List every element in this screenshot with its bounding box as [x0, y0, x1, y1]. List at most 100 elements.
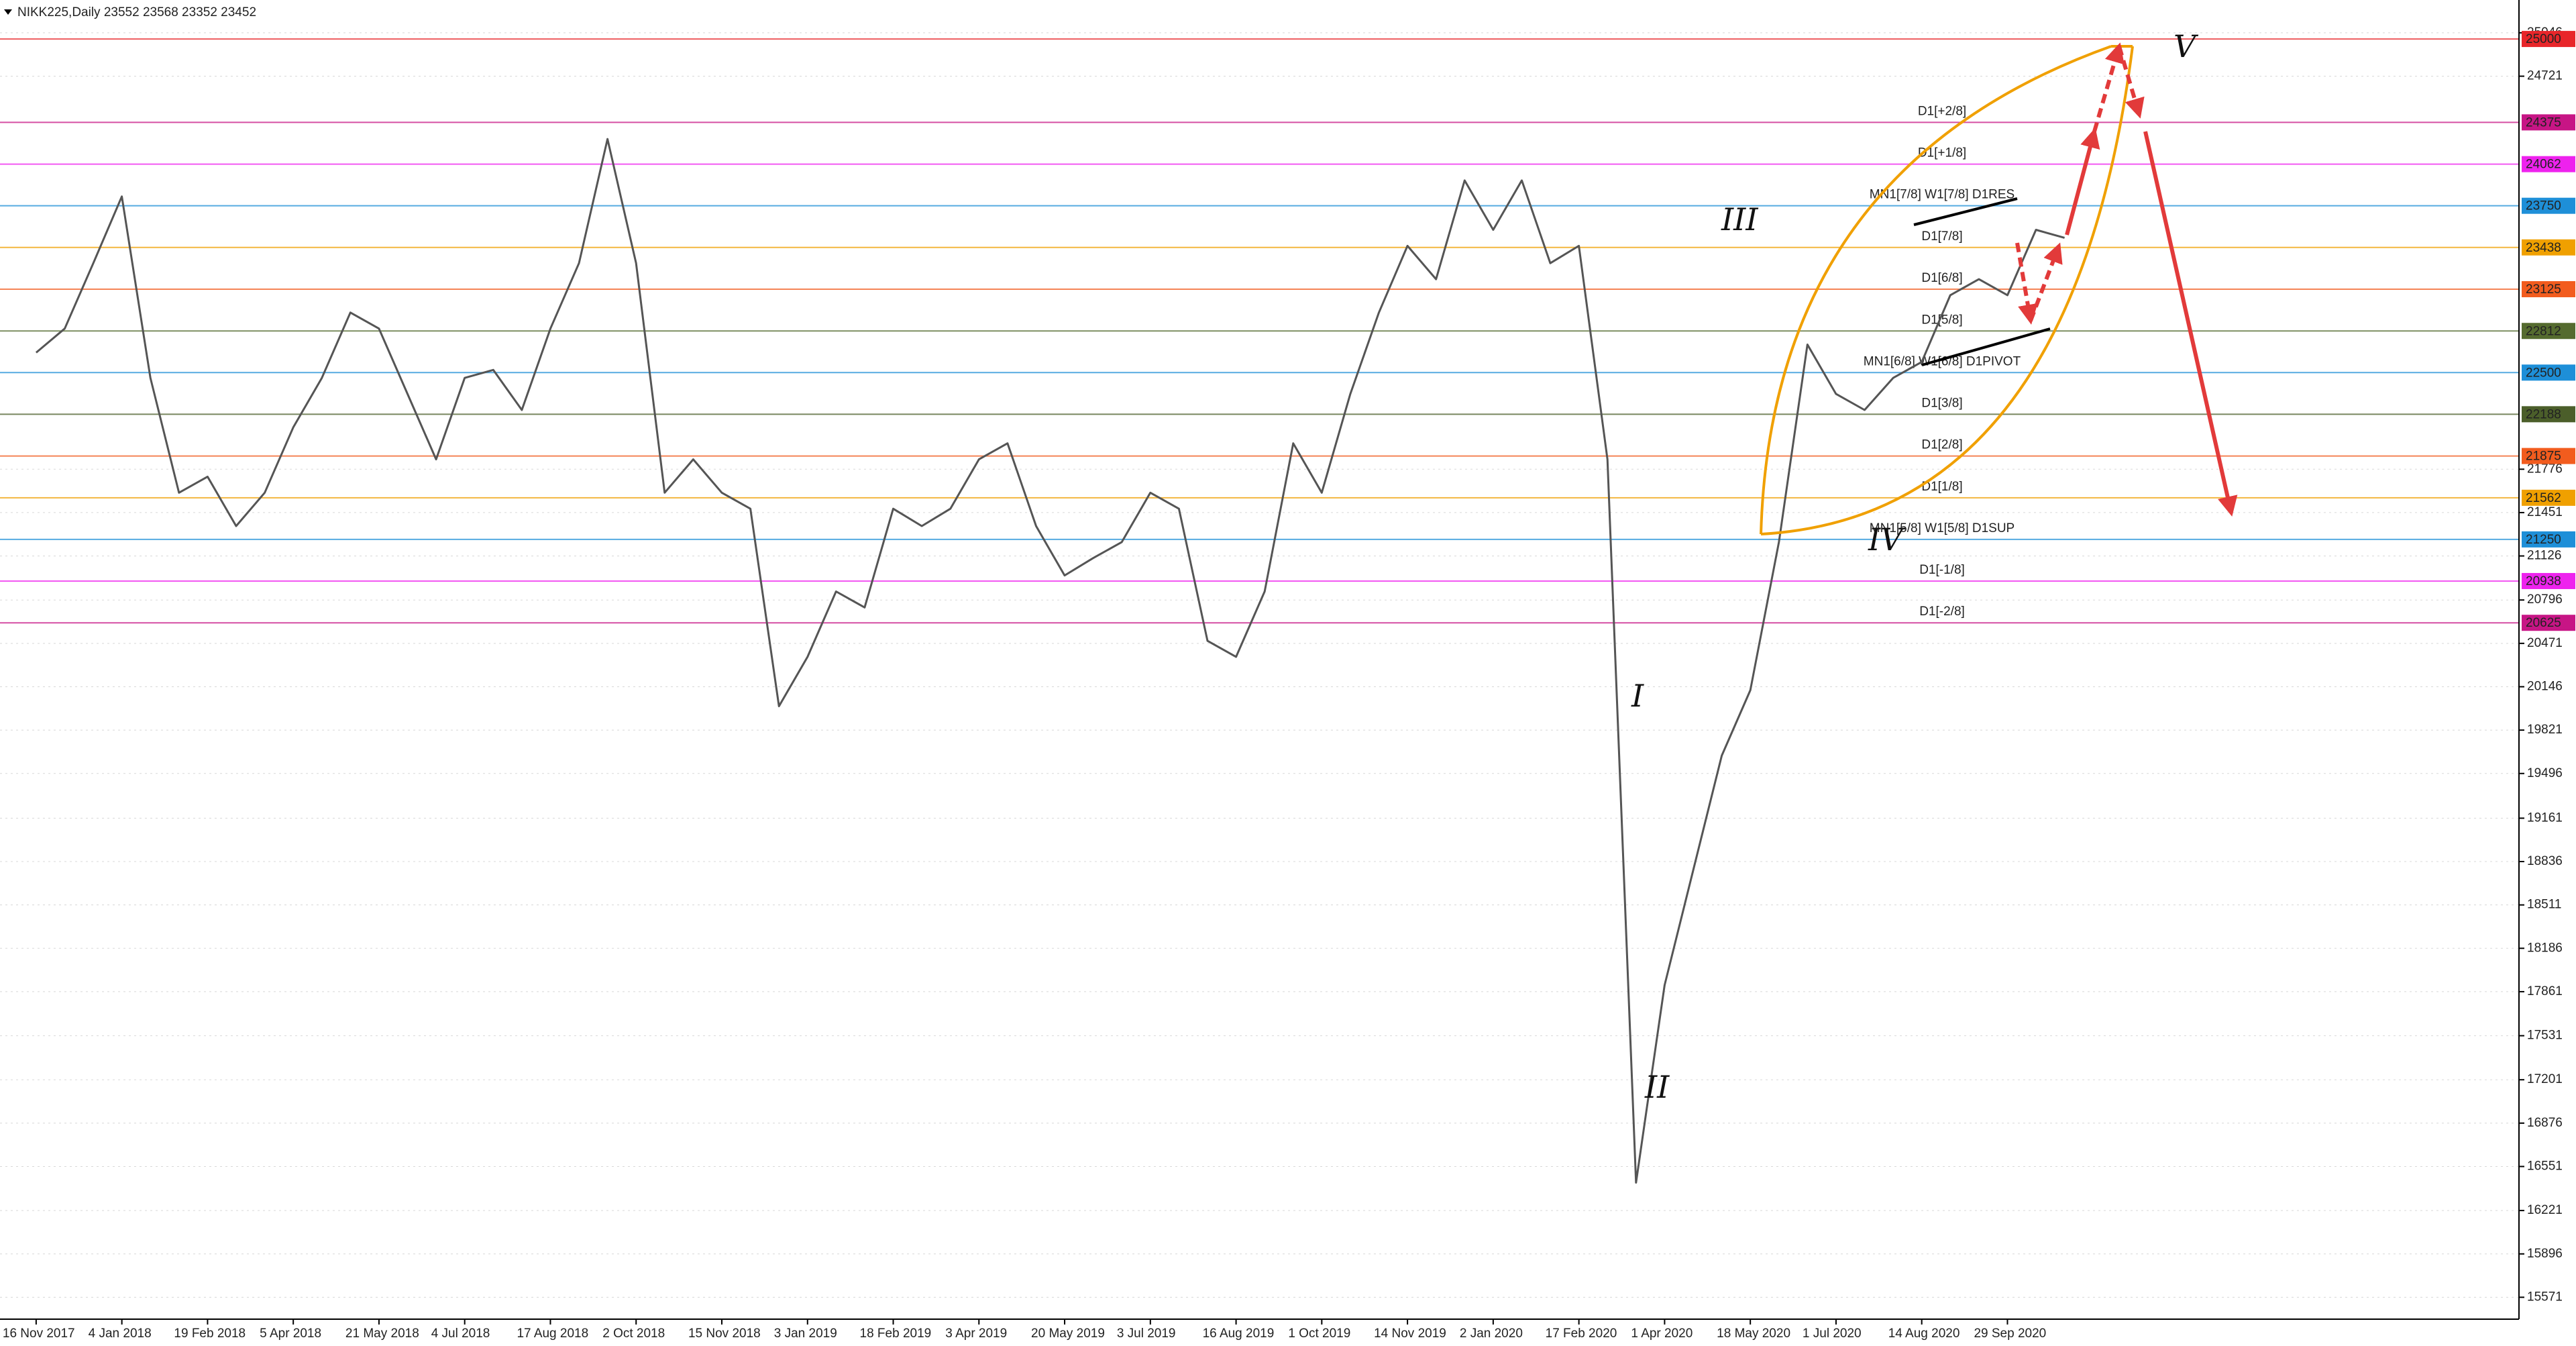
x-tick-label: 15 Nov 2018 — [688, 1327, 761, 1341]
y-tick-label: 18836 — [2527, 854, 2563, 868]
arrow — [2117, 46, 2145, 119]
wave-label: III — [1721, 201, 1758, 238]
x-tick-label: 4 Jul 2018 — [431, 1327, 490, 1341]
price-box-label: 20625 — [2526, 616, 2561, 630]
y-tick-label: 21776 — [2527, 462, 2563, 476]
level-label: D1[+2/8] — [1918, 104, 1966, 118]
drawings — [1760, 42, 2238, 535]
level-label: D1[2/8] — [1921, 438, 1962, 452]
arrow — [2065, 127, 2100, 236]
y-tick-label: 16221 — [2527, 1203, 2563, 1217]
level-label: D1[+1/8] — [1918, 146, 1966, 160]
y-tick-label: 18511 — [2527, 898, 2561, 912]
wave-label: IV — [1868, 521, 1906, 558]
price-box-label: 23750 — [2526, 199, 2561, 213]
price-box — [2522, 31, 2575, 48]
y-tick-label: 20796 — [2527, 592, 2563, 607]
level-label: D1[1/8] — [1921, 480, 1962, 494]
y-tick-label: 16876 — [2527, 1116, 2563, 1130]
x-tick-label: 16 Nov 2017 — [3, 1327, 75, 1341]
price-box-label: 24062 — [2526, 158, 2561, 172]
arrow — [2029, 242, 2063, 322]
y-tick-label: 19496 — [2527, 766, 2563, 780]
y-tick-label: 20146 — [2527, 679, 2563, 693]
x-tick-label: 18 May 2020 — [1717, 1327, 1790, 1341]
x-tick-label: 29 Sep 2020 — [1974, 1327, 2046, 1341]
price-box-label: 25000 — [2526, 32, 2561, 46]
y-tick-label: 16551 — [2527, 1159, 2563, 1173]
price-box-label: 21562 — [2526, 491, 2561, 505]
price-box — [2522, 531, 2575, 548]
level-label: D1[-1/8] — [1919, 563, 1965, 577]
arc — [1760, 45, 2112, 535]
x-tick-label: 5 Apr 2018 — [260, 1327, 321, 1341]
x-tick-label: 3 Jan 2019 — [774, 1327, 837, 1341]
price-box — [2522, 489, 2575, 506]
level-label: MN1[5/8] W1[5/8] D1SUP — [1870, 521, 2015, 535]
price-box-label: 21875 — [2526, 450, 2561, 464]
x-tick-label: 2 Jan 2020 — [1460, 1327, 1523, 1341]
channel-line — [1913, 197, 2018, 226]
price-box — [2522, 156, 2575, 172]
level-label: D1[7/8] — [1921, 229, 1962, 244]
x-tick-label: 18 Feb 2019 — [860, 1327, 932, 1341]
price-box — [2522, 323, 2575, 340]
price-box-label: 22812 — [2526, 324, 2561, 338]
level-label: D1[5/8] — [1921, 313, 1962, 327]
x-tick-label: 2 Oct 2018 — [602, 1327, 665, 1341]
x-tick-label: 14 Aug 2020 — [1888, 1327, 1960, 1341]
price-box — [2522, 280, 2575, 297]
price-box-label: 23125 — [2526, 282, 2561, 297]
y-tick-label: 20471 — [2527, 636, 2563, 650]
x-tick-label: 1 Oct 2019 — [1288, 1327, 1350, 1341]
arc — [1760, 46, 2134, 535]
y-tick-label: 19821 — [2527, 723, 2563, 737]
level-label: D1[-2/8] — [1919, 605, 1965, 619]
x-tick-label: 1 Apr 2020 — [1631, 1327, 1693, 1341]
levels: D1[+2/8] D1[+1/8] MN1[7/8] W1[7/8] D1RES D1… — [0, 38, 2519, 624]
x-tick-label: 19 Feb 2018 — [174, 1327, 246, 1341]
y-tick-label: 19161 — [2527, 811, 2563, 825]
price-box — [2522, 615, 2575, 631]
price-box — [2522, 406, 2575, 423]
level-label: MN1[6/8] W1[6/8] D1PIVOT — [1864, 354, 2021, 368]
y-tick-label: 21126 — [2527, 549, 2561, 563]
price-box-label: 22500 — [2526, 366, 2561, 380]
y-tick-label: 24721 — [2527, 69, 2563, 83]
x-tick-label: 17 Aug 2018 — [517, 1327, 588, 1341]
level-label: D1[6/8] — [1921, 271, 1962, 285]
header: NIKK225,Daily 23552 23568 23352 23452 — [17, 5, 256, 19]
x-tick-label: 16 Aug 2019 — [1203, 1327, 1275, 1341]
arrow — [2092, 42, 2125, 132]
price-box-label: 20938 — [2526, 574, 2561, 588]
x-tick-label: 17 Feb 2020 — [1546, 1327, 1617, 1341]
arrow — [2015, 242, 2038, 325]
channel-line — [1921, 327, 2051, 366]
price-box-label: 24375 — [2526, 115, 2561, 130]
price — [35, 138, 2065, 1184]
price-box-label: 21250 — [2526, 533, 2561, 547]
grid — [0, 32, 2519, 1298]
price-box — [2522, 364, 2575, 381]
y-tick-label: 15571 — [2527, 1290, 2563, 1304]
y-tick-label: 18186 — [2527, 941, 2563, 955]
y-tick-label: 21451 — [2527, 505, 2563, 519]
x-tick-label: 1 Jul 2020 — [1803, 1327, 1862, 1341]
price-box — [2522, 114, 2575, 131]
price-box — [2522, 239, 2575, 256]
y-tick-label: 17531 — [2527, 1029, 2563, 1043]
x-tick-label: 3 Jul 2019 — [1117, 1327, 1176, 1341]
x-tick-label: 3 Apr 2019 — [945, 1327, 1007, 1341]
x-tick-label: 21 May 2018 — [345, 1327, 419, 1341]
x-tick-label: 20 May 2019 — [1031, 1327, 1105, 1341]
y-tick-label: 17861 — [2527, 984, 2563, 998]
price-line — [35, 138, 2065, 1184]
x-tick-label: 4 Jan 2018 — [89, 1327, 152, 1341]
level-label: D1[3/8] — [1921, 396, 1962, 410]
y-tick-label: 15896 — [2527, 1247, 2563, 1261]
x-tick-label: 14 Nov 2019 — [1374, 1327, 1446, 1341]
wave-label: V — [2174, 28, 2199, 64]
price-box — [2522, 448, 2575, 464]
